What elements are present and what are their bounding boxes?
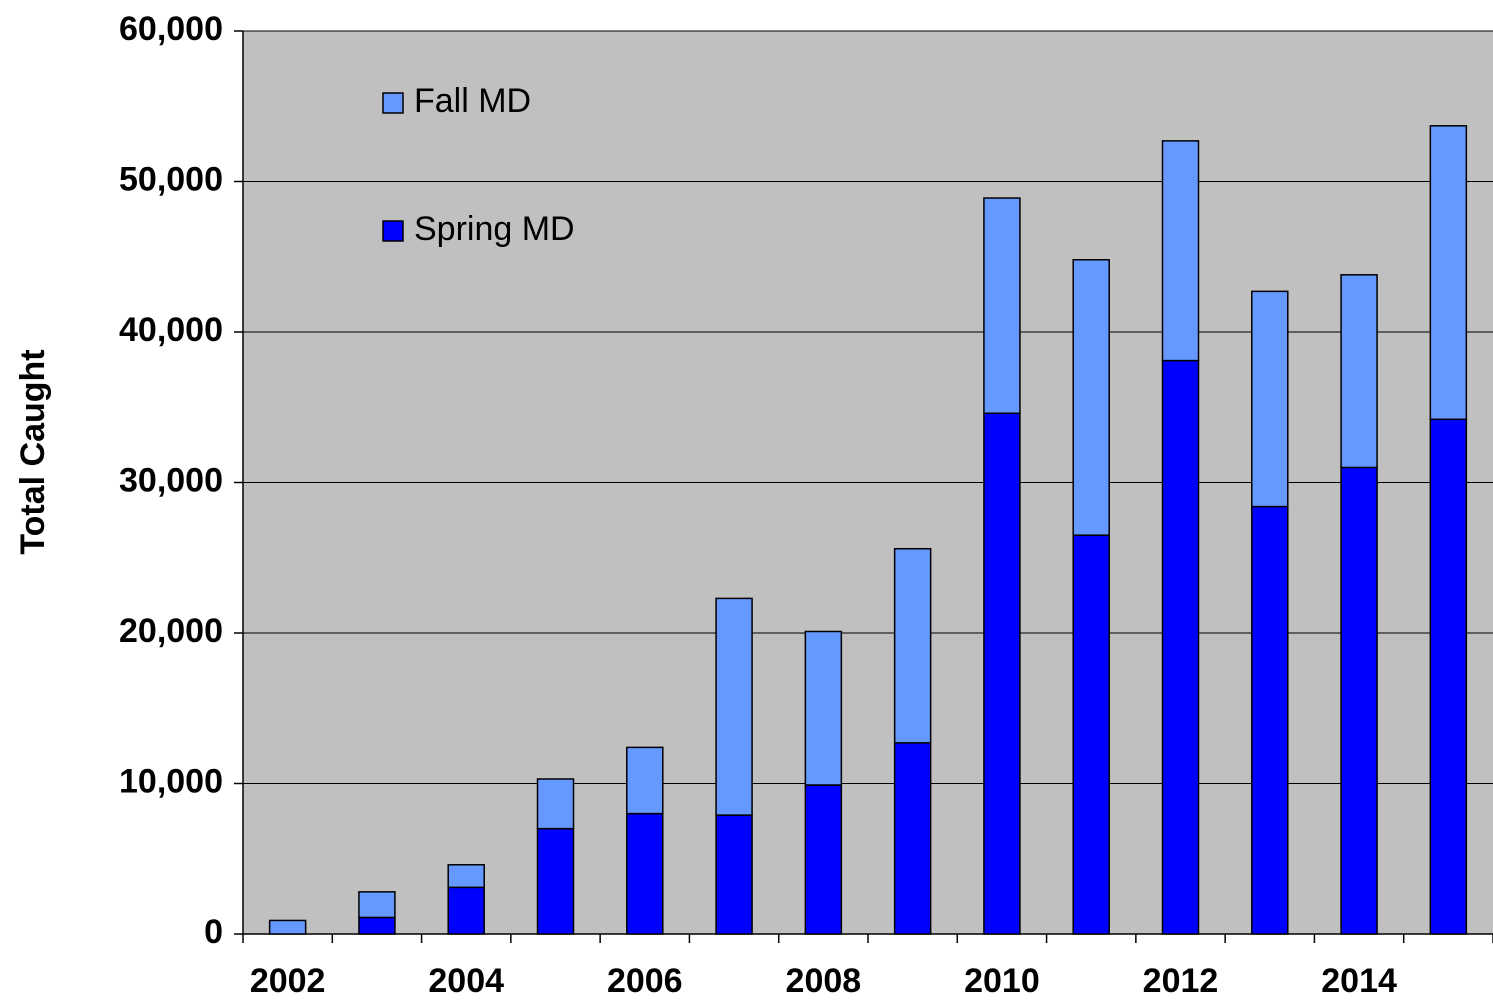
x-tick-label: 2006 <box>607 962 683 1000</box>
bar-segment <box>358 916 396 935</box>
bar-segment <box>536 827 575 935</box>
y-tick-label: 30,000 <box>119 461 223 499</box>
bar-segment <box>1072 534 1110 935</box>
y-tick-label: 60,000 <box>119 10 223 48</box>
y-tick-label: 50,000 <box>119 160 223 198</box>
bar-segment <box>1429 418 1468 935</box>
bar-segment <box>268 919 307 935</box>
bar-segment <box>1340 274 1378 469</box>
y-tick-label: 10,000 <box>119 762 223 800</box>
bar-segment <box>447 864 485 889</box>
x-tick-label: 2004 <box>428 962 504 1000</box>
x-tick-label: 2002 <box>250 962 326 1000</box>
y-tick-label: 0 <box>204 913 223 951</box>
bar-segment <box>358 891 396 919</box>
y-tick-label: 40,000 <box>119 311 223 349</box>
bar-segment <box>626 812 664 935</box>
bar-segment <box>1340 466 1378 935</box>
x-tick-label: 2012 <box>1143 962 1219 1000</box>
bar-segment <box>983 412 1021 935</box>
y-axis-title: Total Caught <box>14 349 52 554</box>
bar-segment <box>893 742 932 935</box>
bar-segment <box>1429 125 1468 421</box>
bar-segment <box>983 197 1021 415</box>
bar-segment <box>804 784 843 935</box>
x-tick-label: 2010 <box>964 962 1040 1000</box>
bar-segment <box>1161 359 1200 935</box>
bar-segment <box>893 547 932 744</box>
bar-segment <box>1161 140 1200 362</box>
bar-segment <box>715 814 753 935</box>
legend-label: Spring MD <box>414 210 575 248</box>
x-tick-label: 2014 <box>1321 962 1397 1000</box>
y-tick-label: 20,000 <box>119 612 223 650</box>
x-tick-label: 2008 <box>786 962 862 1000</box>
bar-segment <box>626 746 664 815</box>
bar-segment <box>804 630 843 786</box>
legend-swatch <box>382 220 404 242</box>
legend-label: Fall MD <box>414 82 531 120</box>
bar-segment <box>1072 259 1110 536</box>
bar-segment <box>1251 505 1289 935</box>
bar-segment <box>536 778 575 830</box>
legend-swatch <box>382 92 404 114</box>
bar-segment <box>715 597 753 816</box>
bar-segment <box>1251 290 1289 508</box>
bar-segment <box>447 886 485 935</box>
